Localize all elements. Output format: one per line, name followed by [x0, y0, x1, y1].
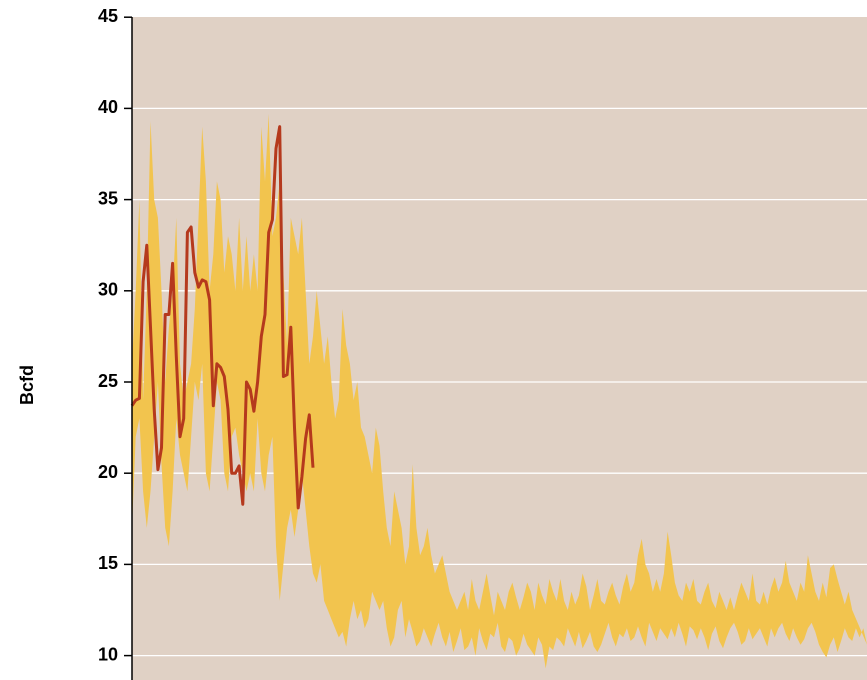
y-tick-label: 10 — [98, 644, 118, 664]
range-band — [132, 113, 867, 669]
y-tick-label: 35 — [98, 188, 118, 208]
series-line — [130, 125, 315, 510]
y-tick-label: 25 — [98, 371, 118, 391]
y-tick-label: 40 — [98, 97, 118, 117]
y-axis-ticks: 10 15 20 25 30 35 40 45 — [98, 6, 132, 664]
y-tick-label: 20 — [98, 462, 118, 482]
y-tick-label: 45 — [98, 6, 118, 26]
y-tick-label: 30 — [98, 280, 118, 300]
y-tick-label: 15 — [98, 553, 118, 573]
y-axis-title: Bcfd — [17, 365, 37, 405]
